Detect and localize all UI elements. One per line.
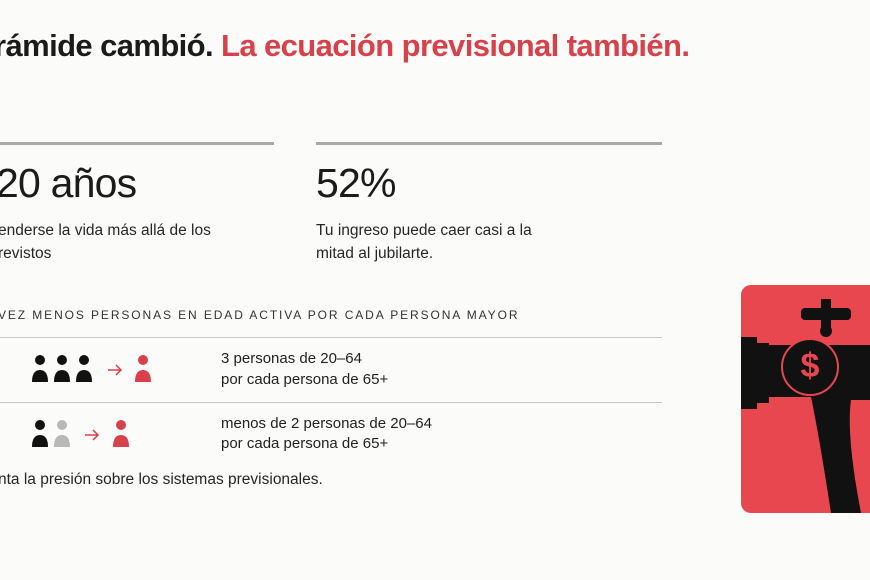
faucet: $ — [741, 299, 870, 513]
stat-text: revistos — [0, 245, 52, 262]
illustration-card: $ — [741, 285, 870, 513]
divider — [0, 402, 662, 403]
row-text: por cada persona de 65+ — [221, 435, 389, 452]
stat-text: Tu ingreso puede caer casi a la — [316, 222, 532, 239]
footer-text: nta la presión sobre los sistemas previs… — [0, 471, 323, 488]
divider — [0, 337, 662, 338]
section-heading: VEZ MENOS PERSONAS EN EDAD ACTIVA POR CA… — [0, 308, 520, 322]
title-red: La ecuación previsional también. — [221, 28, 690, 63]
title-black: rámide cambió. — [0, 28, 214, 63]
row-text: 3 personas de 20–64 — [221, 350, 362, 367]
ratio-icons — [32, 355, 151, 382]
row-text: menos de 2 personas de 20–64 — [221, 415, 432, 432]
dollar-symbol: $ — [801, 347, 820, 385]
stat-value: 52% — [316, 160, 396, 206]
divider — [0, 142, 274, 145]
stat-value: 20 años — [0, 160, 137, 206]
title: rámide cambió. La ecuación previsional t… — [0, 28, 690, 64]
stat-text: enderse la vida más allá de los — [0, 222, 211, 239]
divider — [316, 142, 662, 145]
ratio-icons — [32, 420, 129, 447]
row-text: por cada persona de 65+ — [221, 371, 389, 388]
stat-text: mitad al jubilarte. — [316, 245, 434, 262]
